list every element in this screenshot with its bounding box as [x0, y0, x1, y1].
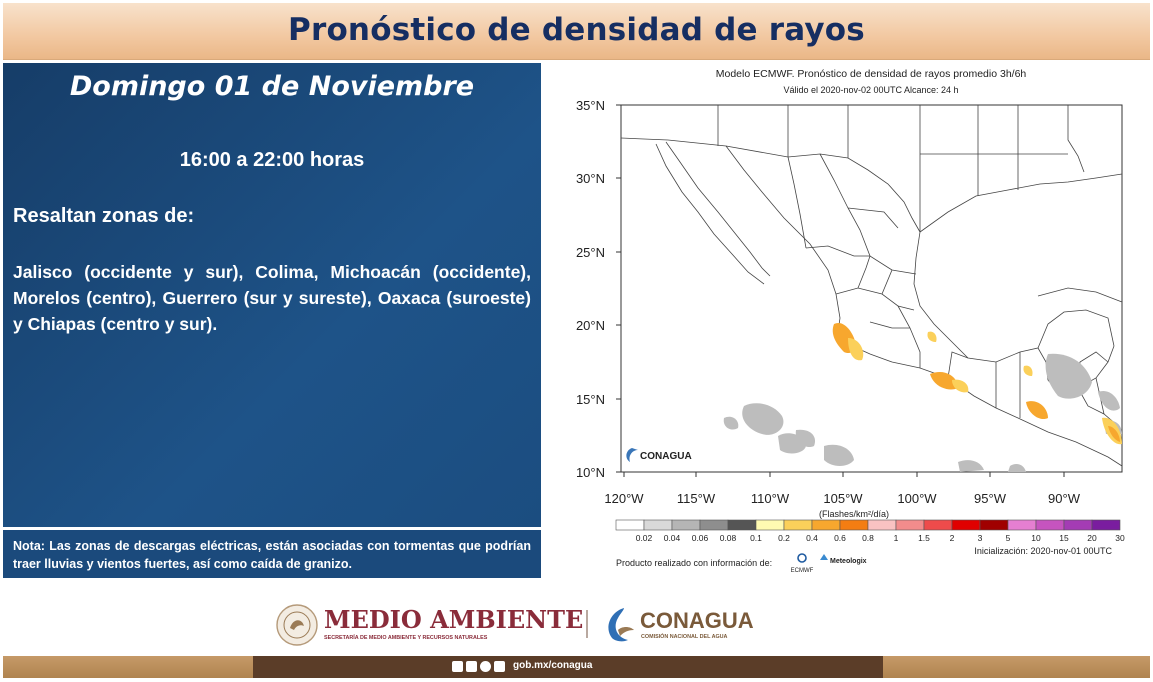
twitter-icon[interactable]	[466, 661, 477, 672]
colorbar-swatch	[839, 519, 869, 531]
init-text: Inicialización: 2020-nov-01 00UTC	[974, 546, 1112, 556]
x-tick-label: 110°W	[751, 491, 790, 506]
colorbar-label: 0.4	[806, 533, 818, 543]
colorbar-swatch	[783, 519, 813, 531]
lightning-areas	[832, 322, 1122, 445]
conagua-logo: CONAGUA	[626, 448, 692, 462]
colorbar-label: 0.02	[636, 533, 653, 543]
map-subtitle: Válido el 2020-nov-02 00UTC Alcance: 24 …	[783, 85, 958, 95]
footer-bar: gob.mx/conagua	[3, 656, 1150, 678]
ministry-subtitle: SECRETARÍA DE MEDIO AMBIENTE Y RECURSOS …	[324, 633, 488, 641]
forecast-hours: 16:00 a 22:00 horas	[179, 149, 365, 171]
colorbar-swatch	[923, 519, 953, 531]
colorbar-swatch	[1063, 519, 1093, 531]
colorbar-label: 0.06	[692, 533, 709, 543]
colorbar-label: 20	[1087, 533, 1097, 543]
note-box: Nota: Las zonas de descargas eléctricas,…	[3, 530, 541, 578]
note-text: Nota: Las zonas de descargas eléctricas,…	[13, 537, 531, 573]
colorbar-label: 0.6	[834, 533, 846, 543]
colorbar-swatch	[1035, 519, 1065, 531]
y-tick-label: 25°N	[576, 245, 605, 260]
y-axis: 35°N 30°N 25°N 20°N 15°N 10°N	[576, 98, 621, 480]
colorbar-label: 0.8	[862, 533, 874, 543]
youtube-icon[interactable]	[494, 661, 505, 672]
y-tick-label: 20°N	[576, 318, 605, 333]
colorbar-swatch	[951, 519, 981, 531]
x-axis: 120°W 115°W 110°W 105°W 100°W 95°W 90°W	[604, 472, 1081, 506]
colorbar-label: 30	[1115, 533, 1125, 543]
x-tick-label: 120°W	[604, 491, 644, 506]
y-tick-label: 30°N	[576, 171, 605, 186]
ministry-name: MEDIO AMBIENTE	[324, 605, 583, 634]
colorbar-label: 1	[894, 533, 899, 543]
colorbar-unit: (Flashes/km²/día)	[819, 509, 889, 519]
colorbar-label: 5	[1006, 533, 1011, 543]
conagua-logo-text: CONAGUA	[640, 451, 692, 462]
colorbar-swatch	[811, 519, 841, 531]
colorbar-label: 0.1	[750, 533, 762, 543]
ecmwf-label: ECMWF	[791, 568, 814, 574]
map-title: Modelo ECMWF. Pronóstico de densidad de …	[716, 68, 1027, 80]
x-tick-label: 90°W	[1048, 491, 1081, 506]
producer-text: Producto realizado con información de:	[616, 558, 772, 568]
lightning-map-figure: Modelo ECMWF. Pronóstico de densidad de …	[548, 62, 1148, 582]
conagua-icon	[608, 608, 634, 642]
low-density-areas	[723, 353, 1122, 472]
colorbar-swatch	[755, 519, 785, 531]
colorbar-swatch	[979, 519, 1009, 531]
colorbar-label: 0.2	[778, 533, 790, 543]
zones-heading: Resaltan zonas de:	[13, 205, 195, 227]
x-tick-label: 95°W	[974, 491, 1007, 506]
colorbar-swatch	[1091, 519, 1121, 531]
meteologix-logo: Meteologix	[820, 554, 867, 565]
colorbar-swatch	[615, 519, 645, 531]
y-tick-label: 35°N	[576, 98, 605, 113]
note-label: Nota:	[13, 539, 45, 553]
title-banner: Pronóstico de densidad de rayos	[3, 3, 1150, 60]
map-svg: Modelo ECMWF. Pronóstico de densidad de …	[576, 68, 1125, 574]
colorbar-swatch	[643, 519, 673, 531]
x-tick-label: 100°W	[897, 491, 937, 506]
colorbar-swatch	[895, 519, 925, 531]
colorbar-label: 3	[978, 533, 983, 543]
x-tick-label: 115°W	[677, 491, 716, 506]
colorbar-swatch	[671, 519, 701, 531]
zones-text: Jalisco (occidente y sur), Colima, Micho…	[13, 262, 531, 334]
forecast-date: Domingo 01 de Noviembre	[69, 71, 475, 102]
colorbar-label: 10	[1031, 533, 1041, 543]
instagram-icon[interactable]	[480, 661, 491, 672]
colorbar-label: 2	[950, 533, 955, 543]
colorbar-swatch	[727, 519, 757, 531]
footer-logos: MEDIO AMBIENTE SECRETARÍA DE MEDIO AMBIE…	[260, 598, 900, 658]
colorbar: 0.02 0.04 0.06 0.08 0.1 0.2 0.4 0.6 0.8 1 1.5 2 3 5 10…	[615, 519, 1125, 543]
y-tick-label: 10°N	[576, 465, 605, 480]
colorbar-swatch	[1007, 519, 1037, 531]
colorbar-swatch	[867, 519, 897, 531]
colorbar-label: 0.08	[720, 533, 737, 543]
colorbar-label: 1.5	[918, 533, 930, 543]
agency-subtitle: COMISIÓN NACIONAL DEL AGUA	[641, 632, 728, 640]
mexico-seal-icon	[276, 604, 318, 646]
meteologix-label: Meteologix	[830, 558, 867, 565]
colorbar-swatch	[699, 519, 729, 531]
forecast-panel: Domingo 01 de Noviembre 16:00 a 22:00 ho…	[3, 63, 541, 527]
colorbar-label: 0.04	[664, 533, 681, 543]
ecmwf-logo: ECMWF	[791, 553, 814, 574]
agency-name: CONAGUA	[640, 608, 754, 633]
y-tick-label: 15°N	[576, 392, 605, 407]
x-tick-label: 105°W	[823, 491, 863, 506]
footer-logos-svg: MEDIO AMBIENTE SECRETARÍA DE MEDIO AMBIE…	[276, 604, 754, 646]
page-title: Pronóstico de densidad de rayos	[288, 12, 865, 48]
footer-strip	[253, 656, 883, 678]
map-borders	[620, 105, 1123, 467]
colorbar-label: 15	[1059, 533, 1069, 543]
note-body: Las zonas de descargas eléctricas, están…	[13, 539, 531, 571]
facebook-icon[interactable]	[452, 661, 463, 672]
website-link[interactable]: gob.mx/conagua	[513, 660, 593, 671]
